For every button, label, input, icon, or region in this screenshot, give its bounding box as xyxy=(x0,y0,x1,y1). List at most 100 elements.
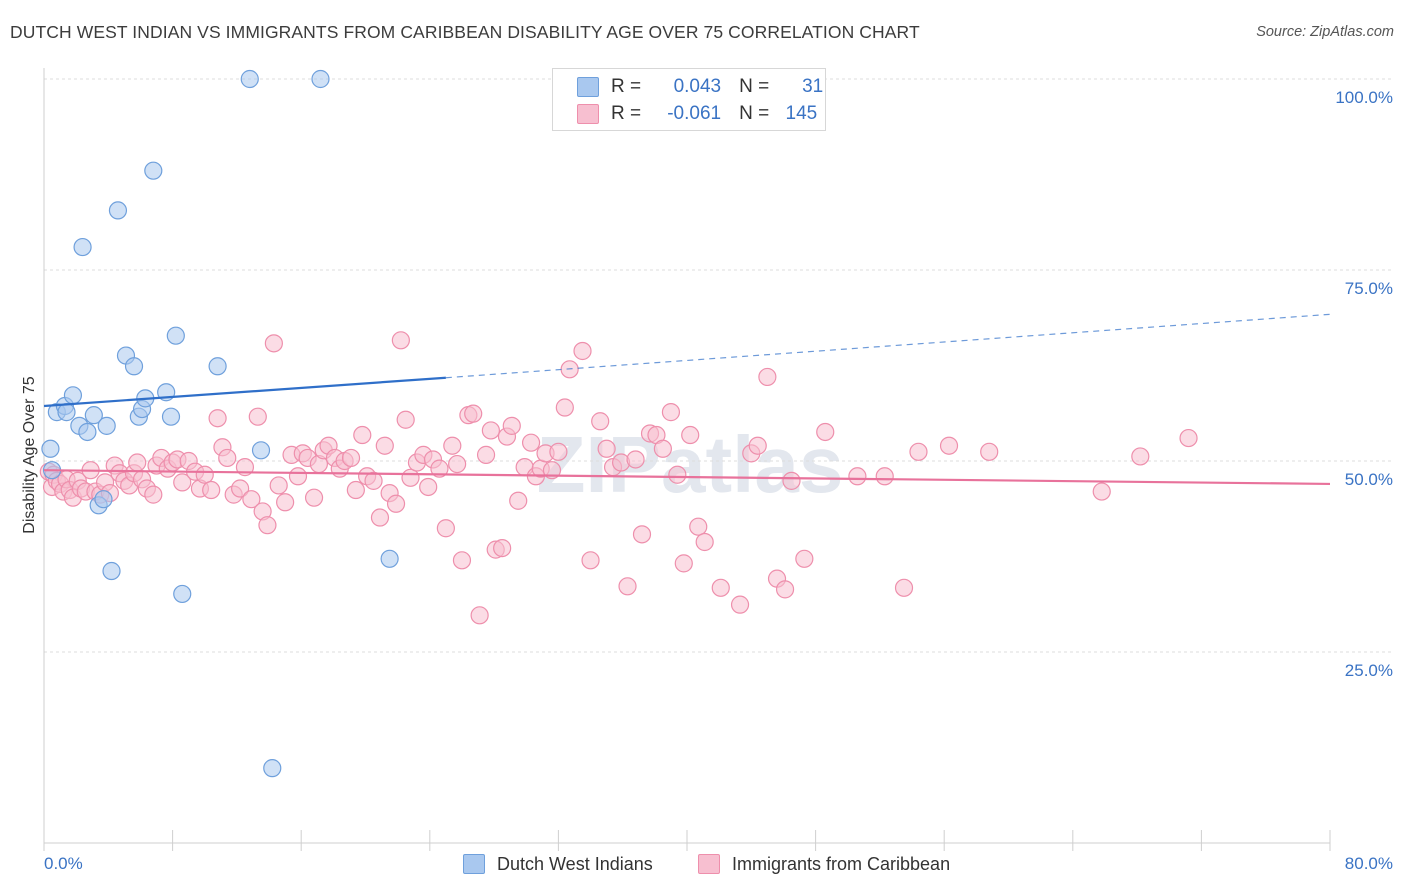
point-immigrants-from-caribbean xyxy=(436,519,455,538)
point-immigrants-from-caribbean xyxy=(674,554,693,573)
y-axis-title: Disability Age Over 75 xyxy=(21,376,38,534)
point-dutch-west-indians xyxy=(57,403,76,422)
r-label: R = xyxy=(611,103,642,124)
point-dutch-west-indians xyxy=(144,161,163,180)
point-immigrants-from-caribbean xyxy=(493,538,512,558)
y-tick-label: 100.0% xyxy=(1335,88,1393,107)
point-immigrants-from-caribbean xyxy=(549,442,568,461)
legend-item-dutch-west-indians[interactable]: Dutch West Indians xyxy=(463,852,653,876)
point-immigrants-from-caribbean xyxy=(208,409,227,428)
point-immigrants-from-caribbean xyxy=(894,578,914,597)
series-dutch-west-indians xyxy=(41,69,399,778)
point-immigrants-from-caribbean xyxy=(632,525,652,544)
point-immigrants-from-caribbean xyxy=(542,461,562,480)
point-immigrants-from-caribbean xyxy=(269,476,288,495)
point-immigrants-from-caribbean xyxy=(391,331,410,350)
y-tick-label: 75.0% xyxy=(1345,279,1393,298)
point-dutch-west-indians xyxy=(97,416,116,435)
source-credit: Source: ZipAtlas.com xyxy=(1256,24,1394,40)
point-immigrants-from-caribbean xyxy=(668,465,687,484)
point-immigrants-from-caribbean xyxy=(202,480,221,500)
point-immigrants-from-caribbean xyxy=(875,467,894,486)
r-value: 0.043 xyxy=(673,76,722,97)
y-tick-labels: 25.0% 50.0% 75.0% 100.0% xyxy=(1335,88,1393,680)
point-immigrants-from-caribbean xyxy=(711,578,730,597)
point-immigrants-from-caribbean xyxy=(288,467,308,486)
r-label: R = xyxy=(611,76,642,97)
x-tick-label-max: 80.0% xyxy=(1345,854,1393,873)
r-value: -0.061 xyxy=(667,103,722,124)
point-immigrants-from-caribbean xyxy=(521,433,541,452)
point-immigrants-from-caribbean xyxy=(653,439,672,458)
trend-line-blue xyxy=(43,376,446,408)
point-immigrants-from-caribbean xyxy=(264,334,283,353)
point-dutch-west-indians xyxy=(161,407,181,426)
point-dutch-west-indians xyxy=(108,201,128,220)
point-dutch-west-indians xyxy=(63,386,83,405)
point-immigrants-from-caribbean xyxy=(626,450,645,469)
point-immigrants-from-caribbean xyxy=(502,416,521,435)
point-immigrants-from-caribbean xyxy=(689,517,708,536)
n-value: 145 xyxy=(785,103,818,124)
point-dutch-west-indians xyxy=(380,549,399,568)
point-immigrants-from-caribbean xyxy=(618,577,637,596)
y-tick-label: 50.0% xyxy=(1345,470,1393,489)
axes xyxy=(43,68,1331,851)
point-immigrants-from-caribbean xyxy=(795,549,814,568)
point-immigrants-from-caribbean xyxy=(591,412,610,431)
point-immigrants-from-caribbean xyxy=(258,516,277,535)
point-immigrants-from-caribbean xyxy=(218,448,237,468)
point-immigrants-from-caribbean xyxy=(481,421,500,440)
point-immigrants-from-caribbean xyxy=(470,606,489,625)
point-immigrants-from-caribbean xyxy=(758,367,777,387)
n-value: 31 xyxy=(802,76,824,97)
point-dutch-west-indians xyxy=(78,422,97,442)
point-immigrants-from-caribbean xyxy=(195,465,214,484)
point-immigrants-from-caribbean xyxy=(396,410,415,429)
point-immigrants-from-caribbean xyxy=(452,551,472,570)
point-dutch-west-indians xyxy=(173,584,192,604)
point-immigrants-from-caribbean xyxy=(748,436,767,455)
point-immigrants-from-caribbean xyxy=(231,479,250,498)
point-immigrants-from-caribbean xyxy=(448,454,467,474)
x-tick-label-min: 0.0% xyxy=(44,854,83,873)
trend-line-blue-extension xyxy=(445,313,1331,379)
point-immigrants-from-caribbean xyxy=(248,407,267,426)
point-dutch-west-indians xyxy=(166,326,185,345)
legend-row-blue: R = 0.043 N = 31 xyxy=(577,75,823,99)
n-label: N = xyxy=(739,76,770,97)
point-immigrants-from-caribbean xyxy=(848,467,867,486)
point-immigrants-from-caribbean xyxy=(430,459,449,478)
point-immigrants-from-caribbean xyxy=(597,439,616,458)
point-dutch-west-indians xyxy=(208,357,227,376)
point-dutch-west-indians xyxy=(124,357,144,376)
point-immigrants-from-caribbean xyxy=(144,485,163,504)
point-immigrants-from-caribbean xyxy=(353,425,372,445)
point-immigrants-from-caribbean xyxy=(816,422,835,442)
point-immigrants-from-caribbean xyxy=(401,468,420,487)
point-immigrants-from-caribbean xyxy=(128,453,147,472)
point-immigrants-from-caribbean xyxy=(173,473,192,492)
legend-label: Dutch West Indians xyxy=(497,853,653,874)
gridlines xyxy=(44,78,1392,653)
point-immigrants-from-caribbean xyxy=(364,471,383,490)
y-tick-label: 25.0% xyxy=(1345,661,1393,680)
legend-label: Immigrants from Caribbean xyxy=(732,853,951,874)
point-immigrants-from-caribbean xyxy=(419,477,438,497)
legend-swatch-blue xyxy=(463,854,485,874)
legend-swatch-pink xyxy=(577,104,599,124)
trend-lines xyxy=(43,313,1331,486)
point-immigrants-from-caribbean xyxy=(370,508,390,527)
point-dutch-west-indians xyxy=(240,69,259,89)
point-dutch-west-indians xyxy=(311,69,330,89)
point-dutch-west-indians xyxy=(84,406,103,425)
point-immigrants-from-caribbean xyxy=(464,404,483,423)
legend-item-immigrants-from-caribbean[interactable]: Immigrants from Caribbean xyxy=(698,852,950,876)
point-immigrants-from-caribbean xyxy=(695,532,714,552)
legend-swatch-blue xyxy=(577,77,599,97)
point-immigrants-from-caribbean xyxy=(386,494,406,513)
point-immigrants-from-caribbean xyxy=(980,442,999,461)
point-immigrants-from-caribbean xyxy=(304,488,324,507)
point-immigrants-from-caribbean xyxy=(581,551,600,570)
